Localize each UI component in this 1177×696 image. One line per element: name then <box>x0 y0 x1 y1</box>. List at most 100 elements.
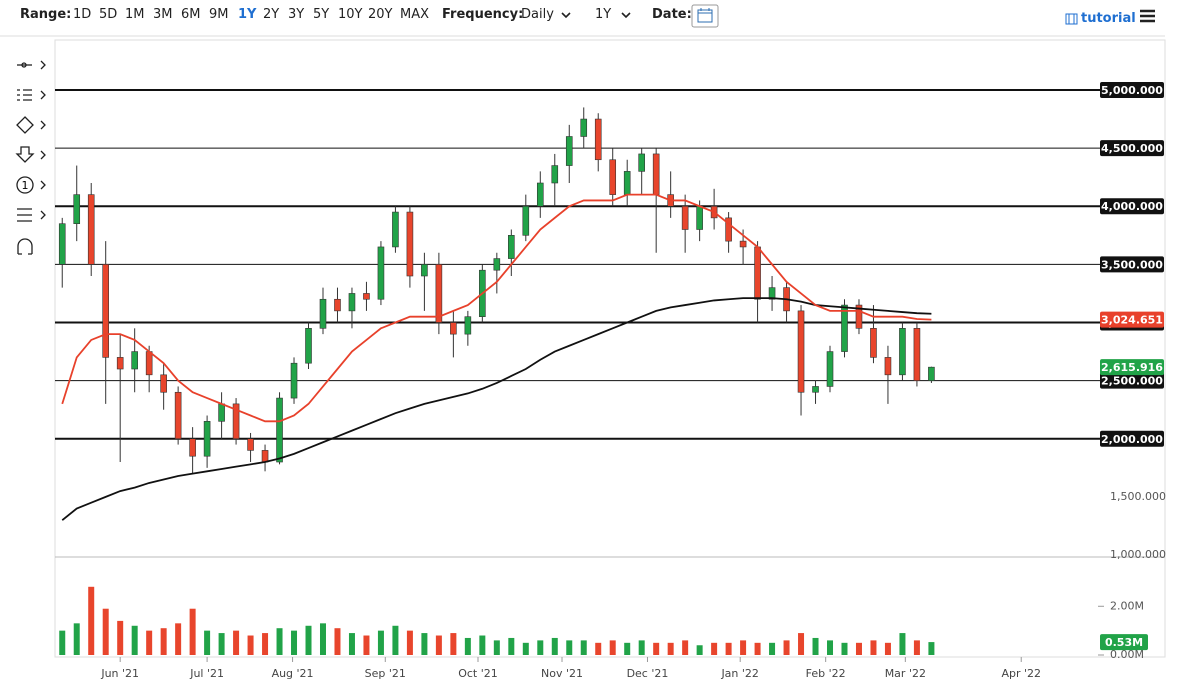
y-tick-label: 4,500.000 <box>1101 142 1163 155</box>
toolbar-button[interactable]: 20Y <box>368 7 393 22</box>
candle-body <box>594 118 602 161</box>
candle-body <box>536 182 544 207</box>
toolbar-button[interactable]: 10Y <box>338 7 363 22</box>
volume-bar <box>754 642 761 655</box>
toolbar-label: Date: <box>652 7 692 22</box>
moving-average-line <box>61 297 932 521</box>
candle-body <box>131 351 138 370</box>
candle-body <box>73 194 81 224</box>
volume-bar <box>363 635 370 655</box>
volume-bar <box>624 642 631 655</box>
toolbar-button[interactable]: tutorial <box>1081 11 1136 26</box>
candle-body <box>493 258 501 271</box>
volume-bar <box>711 642 718 655</box>
volume-bar <box>682 640 689 655</box>
volume-bar <box>537 640 544 655</box>
candle-body <box>421 264 428 277</box>
volume-bar <box>928 642 935 655</box>
volume-bar <box>827 640 834 655</box>
volume-tick-label: 0.00M <box>1110 648 1144 661</box>
candle-body <box>826 351 834 387</box>
volume-bar <box>102 608 109 655</box>
candle-body <box>681 205 689 230</box>
candle-body <box>406 211 414 277</box>
volume-bar <box>696 645 703 655</box>
toolbar-button[interactable]: 1D <box>73 7 92 22</box>
last-volume-box <box>1100 634 1148 651</box>
volume-bar <box>59 630 66 655</box>
toolbar-button[interactable]: 6M <box>181 7 201 22</box>
volume-bar <box>609 640 616 655</box>
x-tick-label: Oct '21 <box>458 667 498 680</box>
volume-bar <box>218 633 225 655</box>
x-tick-label: Jan '22 <box>720 667 758 680</box>
volume-bar <box>580 640 587 655</box>
volume-bar <box>233 630 240 655</box>
volume-bar <box>435 635 442 655</box>
volume-bar <box>291 630 298 655</box>
candle-body <box>189 438 196 457</box>
volume-bar <box>566 640 573 655</box>
candle-body <box>522 205 530 236</box>
candle-body <box>870 328 877 358</box>
candle-body <box>276 397 283 463</box>
volume-bar <box>493 640 500 655</box>
y-tick-label: 1,000.000 <box>1110 548 1166 561</box>
volume-bar <box>421 633 428 655</box>
calendar-icon[interactable] <box>691 4 719 28</box>
toolbar-button[interactable]: 9M <box>209 7 229 22</box>
toolbar-button[interactable]: Daily <box>521 7 554 22</box>
volume-bar <box>653 642 660 655</box>
toolbar-button[interactable]: 5D <box>99 7 118 22</box>
candle-body <box>754 246 761 300</box>
tutorial-icon[interactable] <box>1065 13 1078 25</box>
toolbar-button[interactable]: 1Y <box>595 7 612 22</box>
candle-body <box>392 211 399 248</box>
volume-bar <box>551 637 558 655</box>
toolbar-button[interactable]: 5Y <box>313 7 330 22</box>
candle-body <box>884 357 892 376</box>
candle-body <box>145 351 153 376</box>
candle-body <box>855 304 863 329</box>
toolbar-button[interactable]: 3Y <box>288 7 305 22</box>
x-tick-label: Mar '22 <box>885 667 926 680</box>
candle-body <box>464 316 472 335</box>
candle-body <box>377 246 385 300</box>
dropdown-chevron <box>621 12 631 19</box>
x-tick-label: Aug '21 <box>272 667 314 680</box>
toolbar-button[interactable]: MAX <box>400 7 430 22</box>
candle-body <box>319 298 327 329</box>
volume-bar <box>146 630 153 655</box>
y-tick-label: 2,500.000 <box>1101 375 1163 388</box>
last-ma-label: 3,024.651 <box>1101 314 1163 327</box>
volume-bar <box>88 586 95 655</box>
toolbar-button[interactable]: 1Y <box>238 7 257 22</box>
candle-body <box>218 403 225 422</box>
volume-bar <box>913 640 920 655</box>
x-tick-label: Sep '21 <box>365 667 406 680</box>
moving-average-line <box>61 193 932 423</box>
toolbar-button[interactable]: 1M <box>125 7 145 22</box>
candle-body <box>580 118 588 137</box>
volume-bar <box>899 633 906 655</box>
candle-body <box>305 328 312 364</box>
volume-bar <box>855 642 862 655</box>
candle-body <box>261 450 269 463</box>
x-tick-label: Dec '21 <box>627 667 669 680</box>
toolbar-button[interactable]: 2Y <box>263 7 280 22</box>
candle-body <box>58 223 66 265</box>
y-tick-label: 1,500.000 <box>1110 490 1166 503</box>
volume-bar <box>884 642 891 655</box>
candle-body <box>652 153 660 195</box>
candle-body <box>609 159 617 195</box>
candle-body <box>102 264 110 358</box>
candle-body <box>812 386 819 393</box>
volume-bar <box>392 625 399 655</box>
menu-icon[interactable] <box>1140 9 1155 23</box>
volume-bar <box>131 625 138 655</box>
candle-body <box>247 438 254 451</box>
x-tick-label: Nov '21 <box>541 667 583 680</box>
candle-body <box>797 310 805 393</box>
x-tick-label: Jun '21 <box>100 667 139 680</box>
toolbar-button[interactable]: 3M <box>153 7 173 22</box>
